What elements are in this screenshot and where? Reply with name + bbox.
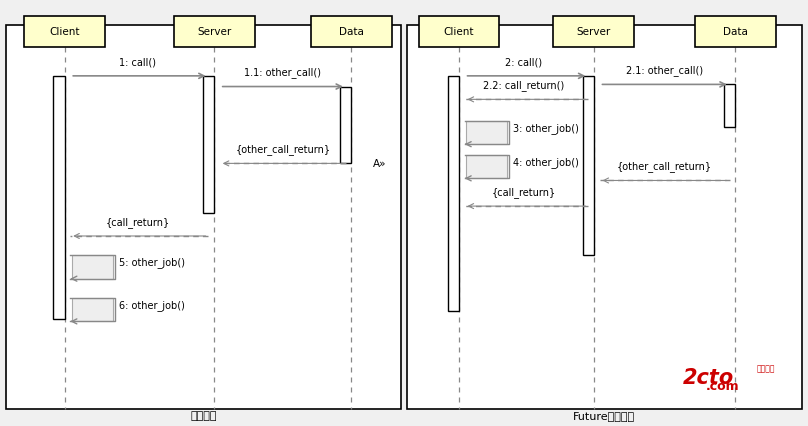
Bar [53,77,65,320]
Text: Future模式调用: Future模式调用 [574,410,635,420]
Text: Data: Data [339,27,364,37]
Text: .com: .com [706,379,740,392]
Text: 2cto: 2cto [683,367,734,387]
Text: 3: other_job(): 3: other_job() [513,123,579,133]
Bar [466,155,507,179]
Text: Client: Client [444,27,474,37]
Bar [203,77,214,213]
Text: A»: A» [373,159,387,169]
Bar [407,26,802,409]
Text: 2.1: other_call(): 2.1: other_call() [625,65,703,76]
Bar [448,77,459,311]
Text: 2.2: call_return(): 2.2: call_return() [483,80,564,91]
Text: {other_call_return}: {other_call_return} [235,144,330,155]
Text: 2: call(): 2: call() [505,58,542,67]
Bar [6,26,401,409]
Bar [174,17,255,48]
Bar [72,298,113,322]
Text: Client: Client [49,27,80,37]
Text: Server: Server [197,27,231,37]
Bar [311,17,392,48]
Text: Server: Server [577,27,611,37]
Bar [583,77,594,256]
Text: 1: call(): 1: call() [119,58,156,67]
Text: 红黑联盟: 红黑联盟 [757,364,775,373]
Text: Data: Data [723,27,747,37]
Text: 传统调用: 传统调用 [191,410,217,420]
Text: {other_call_return}: {other_call_return} [617,161,712,172]
Text: {call_return}: {call_return} [105,216,170,227]
Text: 1.1: other_call(): 1.1: other_call() [244,67,322,78]
Bar [72,256,113,279]
Bar [553,17,634,48]
Bar [24,17,105,48]
Text: 4: other_job(): 4: other_job() [513,157,579,167]
Bar [724,85,735,128]
Text: 5: other_job(): 5: other_job() [119,257,185,268]
Text: {call_return}: {call_return} [491,186,556,197]
Bar [466,121,507,145]
Bar [419,17,499,48]
Bar [340,87,351,164]
Text: 6: other_job(): 6: other_job() [119,299,185,310]
Bar [695,17,776,48]
